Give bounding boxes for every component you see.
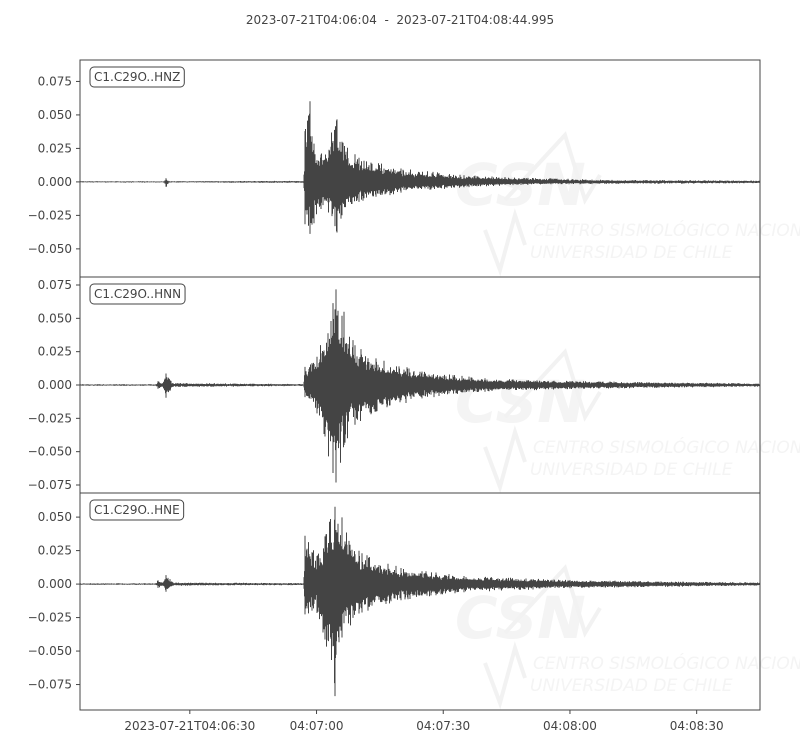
watermark-line-2: UNIVERSIDAD DE CHILE xyxy=(530,243,733,263)
watermark-wave-icon xyxy=(503,564,602,638)
watermark-wave-icon xyxy=(483,641,527,710)
x-tick-label: 2023-07-21T04:06:30 xyxy=(124,719,255,733)
x-tick-label: 04:08:00 xyxy=(543,719,597,733)
y-tick-label: −0.050 xyxy=(28,445,72,459)
watermark-wave-icon xyxy=(483,208,527,277)
y-tick-label: 0.050 xyxy=(38,510,72,524)
x-tick-label: 04:07:00 xyxy=(290,719,344,733)
channel-label: C1.C29O..HNE xyxy=(94,503,180,517)
x-tick-label: 04:07:30 xyxy=(416,719,470,733)
channel-label: C1.C29O..HNN xyxy=(94,287,181,301)
y-tick-label: −0.025 xyxy=(28,208,72,222)
x-tick-label: 04:08:30 xyxy=(670,719,724,733)
y-tick-label: 0.000 xyxy=(38,577,72,591)
chart-title: 2023-07-21T04:06:04 - 2023-07-21T04:08:4… xyxy=(245,13,555,27)
watermark-wave-icon xyxy=(483,425,527,494)
channel-label-box xyxy=(89,66,185,88)
y-tick-label: −0.075 xyxy=(28,478,72,492)
y-tick-label: 0.025 xyxy=(38,141,72,155)
y-tick-label: 0.075 xyxy=(38,278,72,292)
watermark-line-2: UNIVERSIDAD DE CHILE xyxy=(530,676,733,696)
y-tick-label: 0.025 xyxy=(38,544,72,558)
y-tick-label: 0.000 xyxy=(38,378,72,392)
y-tick-label: −0.050 xyxy=(28,644,72,658)
y-tick-label: −0.050 xyxy=(28,242,72,256)
y-tick-label: 0.050 xyxy=(38,311,72,325)
y-tick-label: 0.050 xyxy=(38,108,72,122)
waveform-trace-1 xyxy=(79,101,761,234)
y-tick-label: −0.025 xyxy=(28,411,72,425)
y-tick-label: −0.075 xyxy=(28,678,72,692)
watermark-line-1: CENTRO SISMOLÓGICO NACIONAL xyxy=(533,219,800,241)
channel-label-box xyxy=(89,499,185,521)
channel-label-box xyxy=(89,283,186,305)
plot-frame xyxy=(79,492,761,711)
watermark-line-1: CENTRO SISMOLÓGICO NACIONAL xyxy=(533,652,800,674)
watermark-line-1: CENTRO SISMOLÓGICO NACIONAL xyxy=(533,436,800,458)
y-tick-label: −0.025 xyxy=(28,611,72,625)
channel-label: C1.C29O..HNZ xyxy=(94,70,180,84)
watermark-wave-icon xyxy=(503,131,602,205)
y-tick-label: 0.000 xyxy=(38,175,72,189)
y-tick-label: 0.025 xyxy=(38,345,72,359)
watermark-line-2: UNIVERSIDAD DE CHILE xyxy=(530,460,733,480)
y-tick-label: 0.075 xyxy=(38,74,72,88)
